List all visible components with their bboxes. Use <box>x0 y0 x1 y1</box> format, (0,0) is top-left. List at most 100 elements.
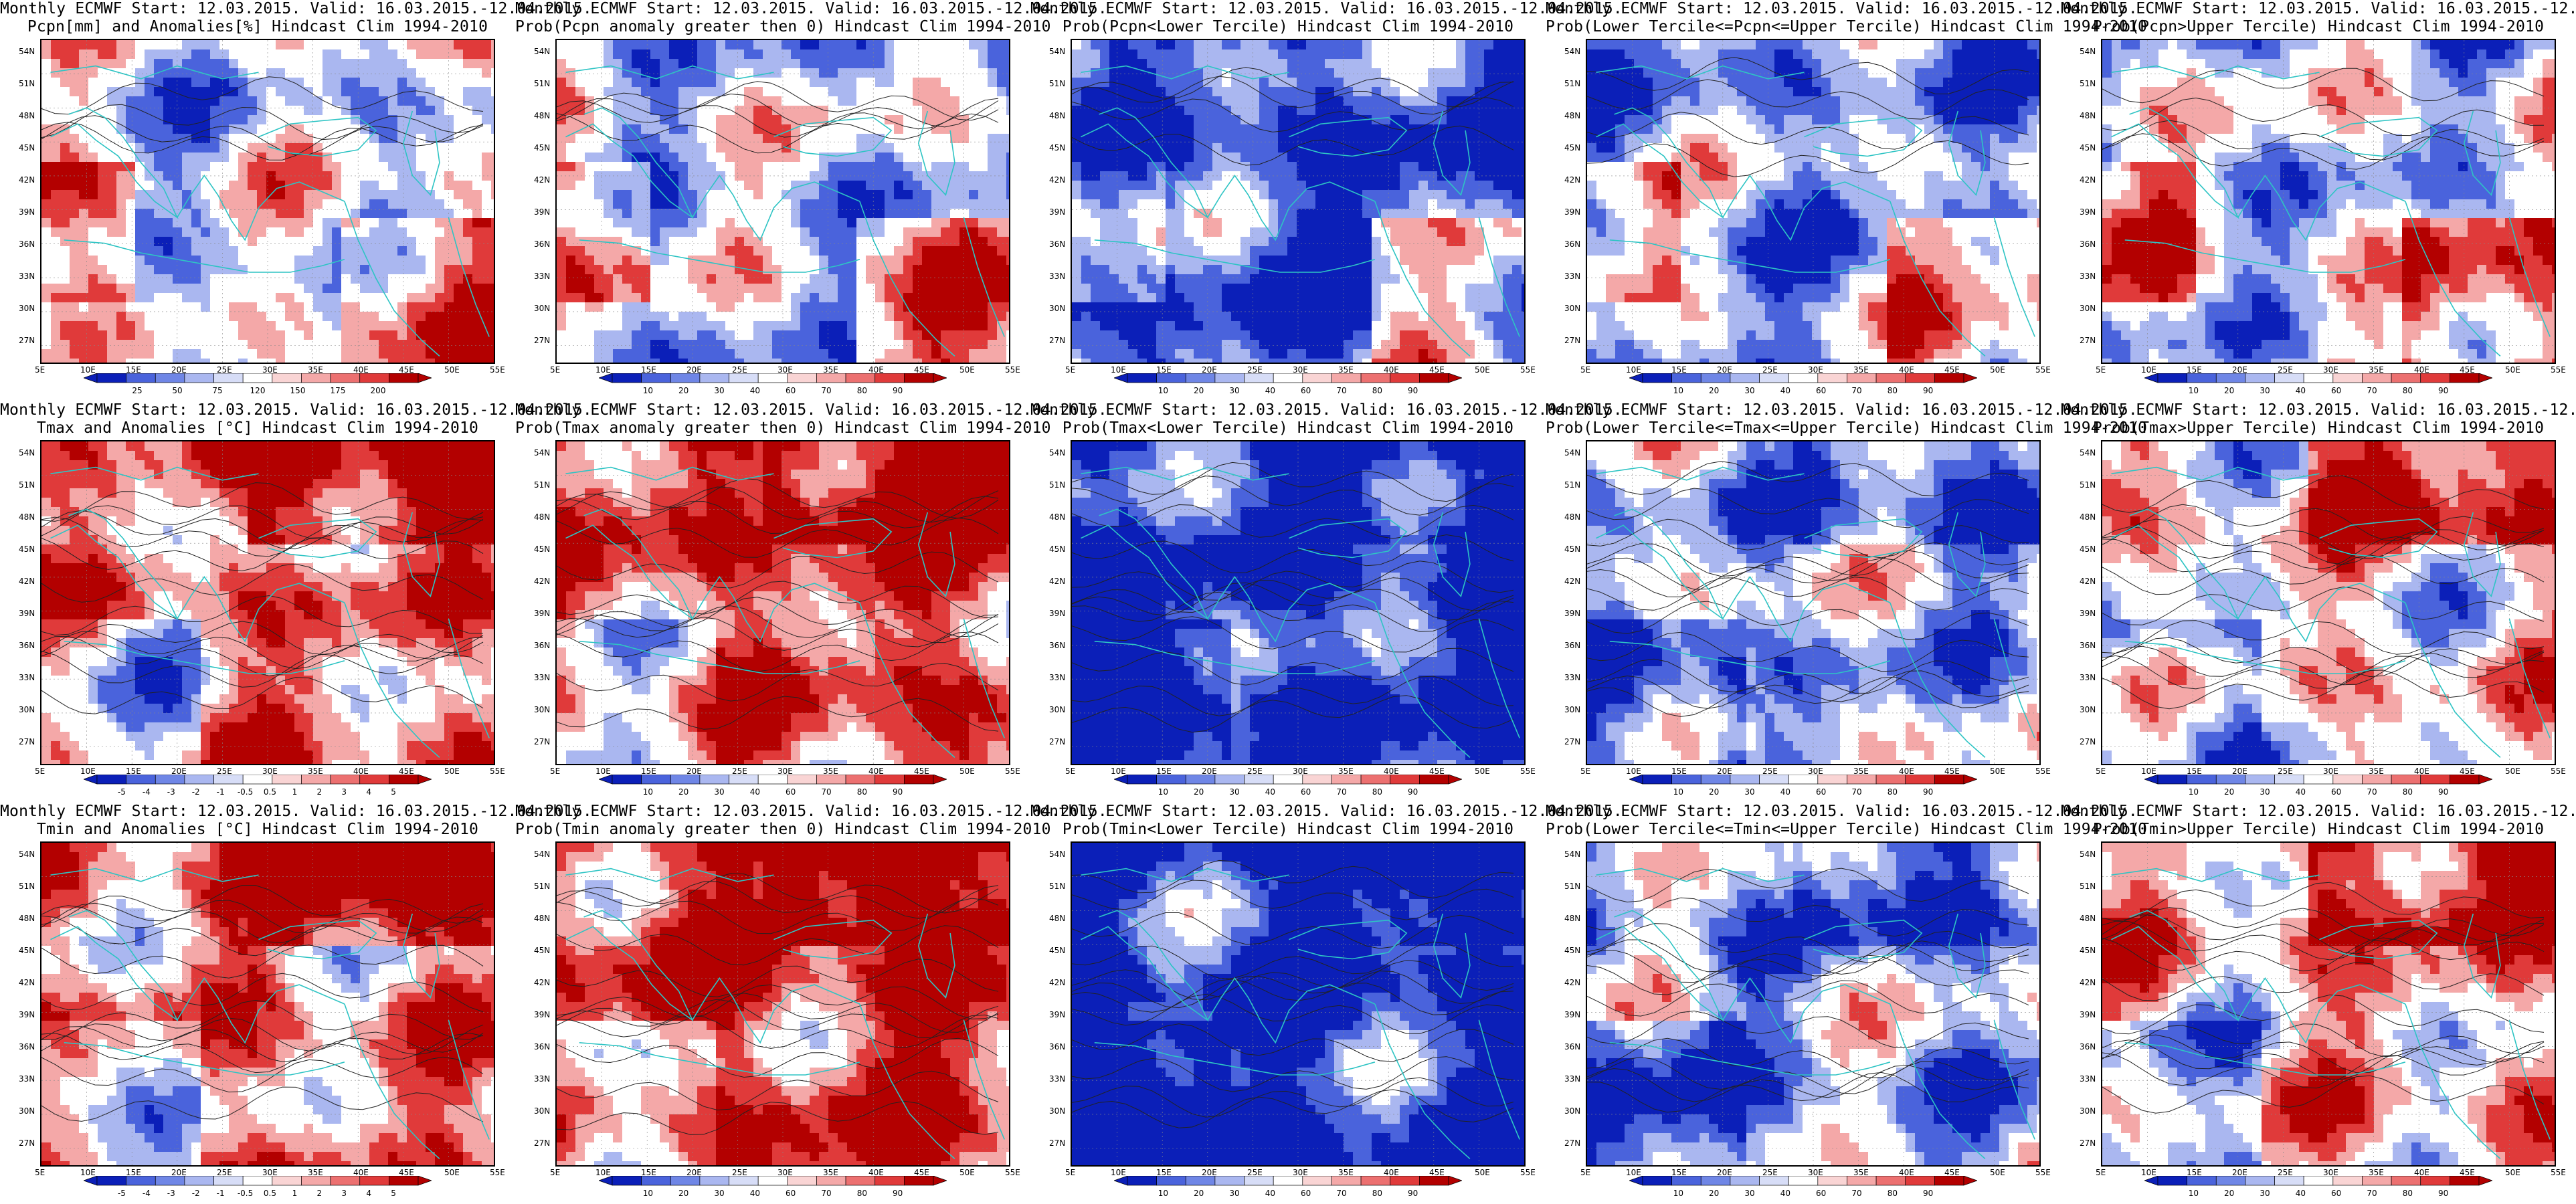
colorbar-swatch <box>1875 775 1906 785</box>
colorbar-swatch <box>2215 775 2246 785</box>
lon-label: 45E <box>1944 767 1960 776</box>
contour-line <box>557 581 999 619</box>
contour-line <box>41 900 484 933</box>
colorbar-tick-label: 20 <box>1709 386 1719 395</box>
colorbar-tick-label: 4 <box>366 787 371 797</box>
coastline <box>2508 217 2551 337</box>
lat-label: 42N <box>534 978 550 987</box>
lon-label: 55E <box>1005 767 1020 776</box>
colorbar-swatch <box>1185 775 1216 785</box>
coastline <box>917 512 955 597</box>
colorbar-swatch <box>1156 1176 1186 1186</box>
coastline <box>1993 618 2035 738</box>
lat-label: 33N <box>1049 673 1065 682</box>
map-area <box>555 841 1010 1167</box>
colorbar-swatch <box>1700 1176 1731 1186</box>
colorbar-tick-label: 60 <box>2331 386 2341 395</box>
lon-label: 55E <box>1005 1168 1020 1177</box>
colorbar-tick-label: 5 <box>391 787 396 797</box>
coastline <box>258 919 377 960</box>
lat-label: 54N <box>1564 849 1580 859</box>
contour-line <box>41 903 484 943</box>
lon-label: 15E <box>1156 767 1172 776</box>
map-area <box>1071 440 1526 765</box>
lon-label: 35E <box>1338 1168 1354 1177</box>
colorbar-right-arrow <box>418 775 432 785</box>
lat-label: 45N <box>1564 544 1580 554</box>
contour-line <box>2102 586 2545 625</box>
colorbar-swatch <box>1127 373 1157 383</box>
panel-title-subtitle: Prob(Tmin anomaly greater then 0) Hindca… <box>515 821 1051 839</box>
colorbar-left-arrow <box>1629 775 1643 785</box>
colorbar-swatch <box>816 1176 846 1186</box>
coastline <box>1289 518 1408 559</box>
coastline <box>2405 201 2501 357</box>
lon-label: 10E <box>595 767 611 776</box>
colorbar-tick-label: 30 <box>1229 1189 1239 1198</box>
colorbar-tick-label: 80 <box>2403 386 2413 395</box>
lat-label: 48N <box>1564 914 1580 923</box>
lat-label: 45N <box>19 946 35 955</box>
coastline <box>2237 977 2406 1044</box>
lon-label: 55E <box>2035 1168 2051 1177</box>
lat-label: 27N <box>534 336 550 345</box>
lat-label: 54N <box>2080 47 2096 56</box>
lat-label: 42N <box>2080 175 2096 185</box>
lon-label: 35E <box>1338 365 1354 375</box>
colorbar-right-arrow <box>933 1176 947 1186</box>
colorbar-swatch <box>1302 775 1332 785</box>
coastline <box>692 977 860 1044</box>
colorbar-swatch <box>757 1176 788 1186</box>
coastline <box>344 1003 440 1159</box>
coastline <box>2237 576 2406 643</box>
colorbar-swatch <box>155 373 185 383</box>
colorbar-tick-label: 70 <box>1336 386 1346 395</box>
colorbar-swatch <box>1360 1176 1391 1186</box>
panel-title: Monthly ECMWF Start: 12.03.2015. Valid: … <box>515 803 1107 839</box>
panel-title-header: Monthly ECMWF Start: 12.03.2015. Valid: … <box>1546 0 2138 18</box>
panel-title-subtitle: Tmin and Anomalies [°C] Hindcast Clim 19… <box>0 821 515 839</box>
lon-label: 10E <box>1111 365 1126 375</box>
lat-label: 39N <box>2080 609 2096 618</box>
lat-label: 45N <box>19 544 35 554</box>
contour-line <box>1072 960 1514 1001</box>
lat-label: 48N <box>534 111 550 120</box>
lat-label: 30N <box>19 1106 35 1116</box>
lat-label: 45N <box>2080 946 2096 955</box>
colorbar-tick-label: 60 <box>1816 1189 1826 1198</box>
contour-line <box>1587 577 2029 611</box>
colorbar-tick-label: 10 <box>1673 386 1683 395</box>
colorbar: 10 20 30 40 60 70 80 90 <box>2144 775 2492 797</box>
contour-line <box>1587 1056 2029 1094</box>
lat-label: 54N <box>1564 448 1580 458</box>
coastline <box>1374 602 1471 758</box>
colorbar-swatch <box>301 775 331 785</box>
lat-label: 48N <box>534 914 550 923</box>
lon-label: 25E <box>1762 1168 1778 1177</box>
contour-line <box>2102 882 2545 922</box>
lat-label: 45N <box>1049 946 1065 955</box>
lon-label: 55E <box>2551 1168 2566 1177</box>
lon-label: 45E <box>1429 767 1445 776</box>
colorbar-tick-label: 40 <box>750 386 760 395</box>
contour-line <box>2102 920 2545 961</box>
panel-title-subtitle: Prob(Pcpn anomaly greater then 0) Hindca… <box>515 18 1051 36</box>
contour-line <box>557 113 999 154</box>
coastline <box>1081 65 1289 80</box>
colorbar: 10 20 30 40 60 70 80 90 <box>2144 373 2492 395</box>
colorbar-swatch <box>2303 775 2334 785</box>
colorbar-tick-label: 40 <box>2296 787 2306 797</box>
colorbar-swatch <box>2420 373 2450 383</box>
contour-line <box>1587 631 2029 672</box>
colorbar: 10 20 30 40 60 70 80 90 <box>1114 1176 1462 1198</box>
lon-label: 5E <box>1065 1168 1075 1177</box>
colorbar-tick-label: 150 <box>290 386 306 395</box>
lon-label: 45E <box>1944 365 1960 375</box>
lat-label: 51N <box>2080 882 2096 891</box>
colorbar-swatch <box>2274 775 2304 785</box>
contour-line <box>41 510 484 550</box>
lon-label: 40E <box>353 1168 369 1177</box>
colorbar-tick-label: 10 <box>2189 787 2199 797</box>
contour-line <box>1072 695 1514 733</box>
lon-label: 50E <box>2505 767 2520 776</box>
